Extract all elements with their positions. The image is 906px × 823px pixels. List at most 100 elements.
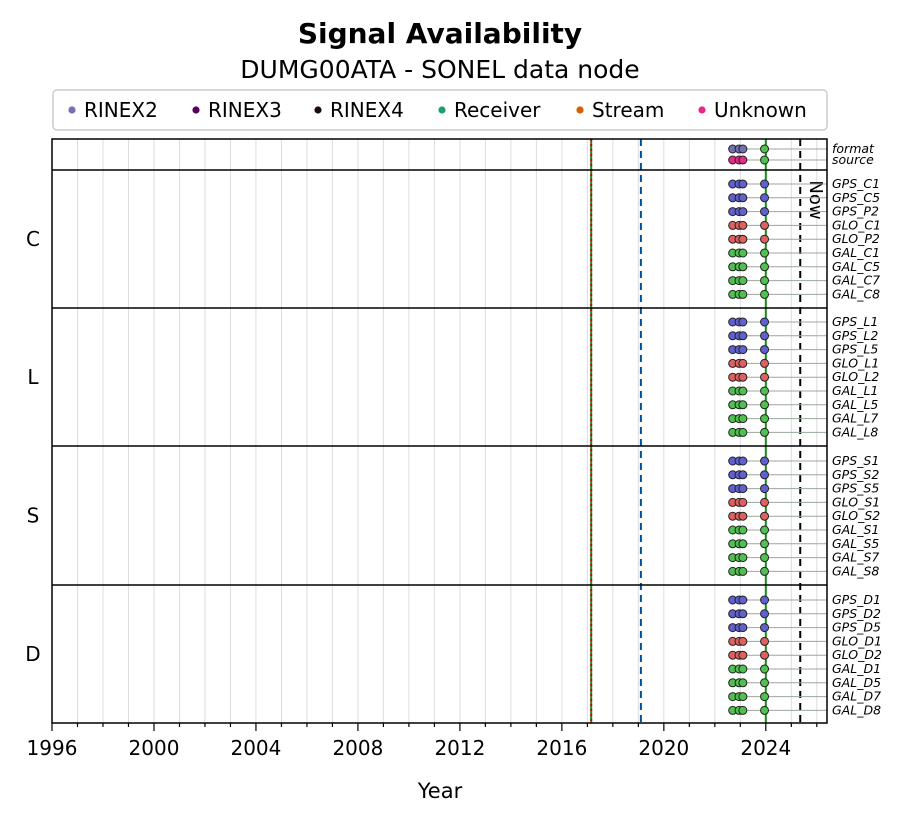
chart-subtitle: DUMG00ATA - SONEL data node: [240, 55, 639, 84]
legend-entry-receiver: Receiver: [438, 98, 541, 122]
data-point: [760, 144, 770, 154]
row-label-glo_c1: GLO_C1: [832, 217, 881, 232]
row-label-glo_p2: GLO_P2: [832, 231, 880, 246]
data-point: [760, 595, 770, 605]
data-point: [760, 276, 770, 286]
data-point: [738, 705, 748, 715]
data-point: [738, 650, 748, 660]
row-label-gal_d5: GAL_D5: [832, 675, 881, 690]
data-point: [738, 317, 748, 327]
data-point: [738, 678, 748, 688]
row-label-gal_s8: GAL_S8: [832, 563, 879, 578]
data-point: [738, 220, 748, 230]
group-label-s: S: [27, 504, 40, 528]
data-point: [760, 155, 770, 165]
data-point: [738, 636, 748, 646]
group-label-c: C: [26, 227, 40, 251]
row-label-gal_c8: GAL_C8: [832, 286, 880, 301]
legend-label-rinex2: RINEX2: [84, 98, 158, 122]
x-tick-label: 2012: [434, 736, 485, 760]
chart-title: Signal Availability: [298, 17, 582, 50]
row-label-gal_s1: GAL_S1: [832, 522, 879, 537]
data-point: [760, 248, 770, 258]
x-tick-label: 2024: [740, 736, 791, 760]
row-label-gal_s7: GAL_S7: [832, 550, 879, 565]
data-point: [760, 358, 770, 368]
legend-marker-rinex2: [68, 106, 76, 114]
data-point: [738, 525, 748, 535]
row-label-gal_s5: GAL_S5: [832, 536, 879, 551]
legend-label-unknown: Unknown: [714, 98, 807, 122]
row-label-gps_d5: GPS_D5: [832, 620, 881, 635]
row-label-gal_l8: GAL_L8: [832, 424, 878, 439]
data-point: [760, 539, 770, 549]
data-point: [760, 470, 770, 480]
data-point: [738, 692, 748, 702]
row-label-gal_d1: GAL_D1: [832, 661, 881, 676]
data-point: [760, 317, 770, 327]
row-label-glo_s2: GLO_S2: [832, 508, 880, 523]
x-tick-label: 2000: [129, 736, 180, 760]
legend-marker-rinex3: [192, 106, 200, 114]
data-point: [738, 470, 748, 480]
legend: RINEX2 RINEX3 RINEX4 Receiver Stream Unknown: [52, 89, 828, 131]
data-point: [738, 609, 748, 619]
legend-label-rinex3: RINEX3: [208, 98, 282, 122]
data-point: [738, 289, 748, 299]
row-label-gps_d1: GPS_D1: [832, 592, 881, 607]
legend-marker-receiver: [438, 106, 446, 114]
x-axis-label: Year: [417, 779, 463, 803]
legend-label-rinex4: RINEX4: [330, 98, 404, 122]
data-point: [760, 497, 770, 507]
data-point: [760, 414, 770, 424]
row-label-gps_l1: GPS_L1: [832, 314, 878, 329]
data-point: [738, 566, 748, 576]
data-point: [760, 511, 770, 521]
row-label-gps_s5: GPS_S5: [832, 481, 879, 496]
data-point: [760, 553, 770, 563]
legend-label-stream: Stream: [592, 98, 664, 122]
now-label: Now: [805, 180, 826, 219]
row-label-gal_d7: GAL_D7: [832, 689, 881, 704]
row-label-gps_d2: GPS_D2: [832, 606, 881, 621]
data-point: [760, 664, 770, 674]
data-point: [760, 400, 770, 410]
data-point: [738, 400, 748, 410]
data-point: [738, 553, 748, 563]
legend-marker-unknown: [698, 106, 706, 114]
row-label-gal_c7: GAL_C7: [832, 273, 880, 288]
data-point: [738, 331, 748, 341]
data-point: [738, 207, 748, 217]
data-point: [738, 155, 748, 165]
data-point: [738, 484, 748, 494]
data-point: [760, 566, 770, 576]
data-point: [738, 345, 748, 355]
group-label-d: D: [25, 642, 40, 666]
data-point: [760, 262, 770, 272]
data-point: [760, 636, 770, 646]
data-point: [738, 539, 748, 549]
data-point: [738, 623, 748, 633]
data-point: [760, 678, 770, 688]
plot-border: [51, 138, 828, 724]
row-label-glo_d2: GLO_D2: [832, 647, 882, 662]
data-point: [738, 595, 748, 605]
plot-area: NowformatsourceGPS_C1GPS_C5GPS_P2GLO_C1G…: [25, 138, 882, 760]
x-tick-label: 2020: [638, 736, 689, 760]
data-point: [760, 525, 770, 535]
row-label-gps_c1: GPS_C1: [832, 176, 880, 191]
row-label-gps_s2: GPS_S2: [832, 467, 879, 482]
data-point: [738, 276, 748, 286]
row-label-gps_l2: GPS_L2: [832, 328, 878, 343]
row-label-gps_c5: GPS_C5: [832, 190, 880, 205]
legend-marker-rinex4: [314, 106, 322, 114]
row-label-gal_l7: GAL_L7: [832, 411, 878, 426]
legend-entry-rinex2: RINEX2: [68, 98, 158, 122]
data-point: [738, 234, 748, 244]
row-label-source: source: [832, 152, 874, 167]
data-point: [760, 609, 770, 619]
x-tick-label: 2016: [536, 736, 587, 760]
data-point: [760, 386, 770, 396]
legend-entry-rinex3: RINEX3: [192, 98, 282, 122]
data-point: [738, 248, 748, 258]
